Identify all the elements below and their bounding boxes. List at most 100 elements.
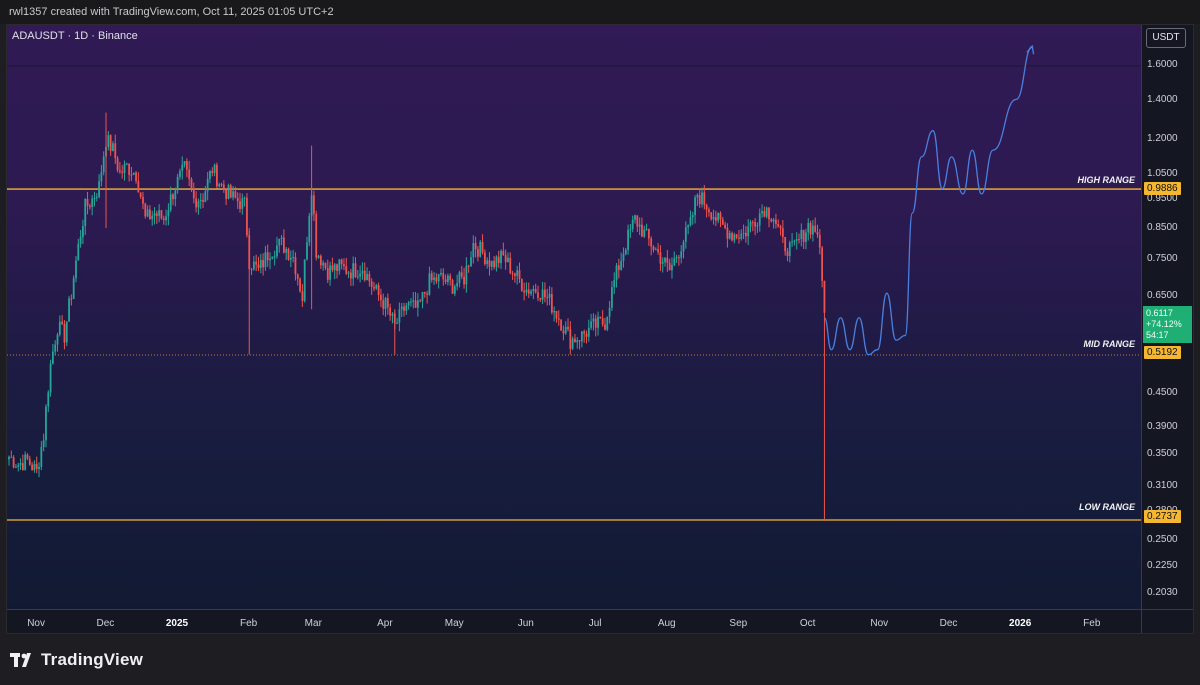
candle-body bbox=[61, 321, 64, 325]
symbol-interval: 1D bbox=[74, 30, 89, 42]
candle-body bbox=[292, 257, 295, 259]
time-tick-label: Mar bbox=[304, 618, 322, 629]
candle-body bbox=[442, 272, 445, 280]
candle-body bbox=[315, 213, 318, 258]
candle-body bbox=[793, 240, 796, 242]
candle-body bbox=[444, 279, 447, 282]
candle-body bbox=[278, 239, 281, 246]
candle-body bbox=[744, 232, 747, 237]
symbol-separator: · bbox=[91, 30, 95, 42]
candle-body bbox=[68, 298, 70, 322]
symbol-exchange: Binance bbox=[98, 30, 138, 42]
candle-body bbox=[650, 238, 653, 247]
candle-body bbox=[733, 234, 736, 241]
candle-body bbox=[213, 164, 216, 173]
candle-body bbox=[516, 270, 519, 276]
candle-body bbox=[416, 300, 419, 308]
bar-countdown: 54:17 bbox=[1146, 330, 1169, 340]
candle-body bbox=[749, 222, 752, 227]
candle-body bbox=[165, 216, 167, 221]
candle-body bbox=[668, 262, 671, 271]
price-chart[interactable] bbox=[7, 25, 1141, 609]
candle-body bbox=[814, 225, 817, 232]
candle-body bbox=[130, 174, 133, 176]
candle-body bbox=[287, 248, 290, 260]
candle-body bbox=[100, 172, 103, 182]
candle-body bbox=[137, 181, 140, 193]
candle-body bbox=[255, 261, 258, 265]
candle-body bbox=[181, 164, 184, 171]
price-tick-label: 0.2500 bbox=[1147, 534, 1178, 545]
candle-body bbox=[331, 265, 334, 271]
candle-body bbox=[428, 273, 431, 295]
candle-body bbox=[765, 207, 768, 217]
candle-body bbox=[761, 211, 763, 214]
candle-body bbox=[33, 463, 36, 470]
candle-body bbox=[93, 197, 96, 199]
candle-body bbox=[51, 351, 54, 364]
candle-body bbox=[811, 225, 814, 235]
candle-body bbox=[606, 316, 609, 330]
candle-body bbox=[717, 212, 720, 221]
candle-body bbox=[183, 161, 186, 165]
time-tick-label: 2026 bbox=[1009, 618, 1032, 629]
candle-body bbox=[742, 232, 745, 234]
candle-body bbox=[652, 246, 655, 250]
candle-body bbox=[54, 344, 57, 352]
time-axis[interactable]: Nov Dec 2025 Feb Mar Apr May Jun Jul Aug Sep Oct Nov… bbox=[7, 609, 1141, 633]
candle-body bbox=[40, 447, 43, 467]
candle-body bbox=[477, 249, 479, 257]
candle-body bbox=[728, 232, 731, 239]
candle-body bbox=[8, 456, 10, 460]
candle-body bbox=[805, 232, 807, 242]
candle-body bbox=[340, 259, 343, 265]
candle-body bbox=[624, 249, 627, 255]
candle-body bbox=[349, 272, 352, 279]
candle-body bbox=[391, 313, 394, 316]
symbol-pair: ADAUSDT bbox=[12, 30, 65, 42]
time-tick-label: Jun bbox=[517, 618, 534, 629]
candle-body bbox=[631, 219, 634, 229]
candle-body bbox=[636, 215, 639, 227]
candle-body bbox=[338, 259, 341, 271]
candle-body bbox=[139, 192, 142, 197]
high-range-label: HIGH RANGE bbox=[1077, 175, 1135, 185]
candle-body bbox=[768, 207, 770, 220]
candle-body bbox=[188, 169, 191, 180]
candle-body bbox=[657, 249, 660, 253]
tradingview-logo[interactable]: TradingView bbox=[10, 650, 143, 670]
price-tick-label: 0.3500 bbox=[1147, 448, 1178, 459]
time-tick-label: Dec bbox=[939, 618, 958, 629]
low-range-label: LOW RANGE bbox=[1079, 502, 1135, 512]
candle-body bbox=[587, 327, 590, 337]
candle-body bbox=[772, 219, 775, 222]
candle-body bbox=[758, 213, 761, 226]
candle-body bbox=[319, 255, 322, 266]
candle-body bbox=[453, 286, 456, 294]
candle-body bbox=[333, 264, 336, 271]
candle-body bbox=[345, 266, 348, 274]
chart-plot-area[interactable]: ADAUSDT · 1D · Binance HIGH RANGE MID RA… bbox=[7, 25, 1141, 609]
candle-body bbox=[770, 219, 773, 222]
candle-body bbox=[821, 247, 824, 281]
candle-body bbox=[123, 164, 126, 173]
candle-body bbox=[299, 278, 301, 292]
candle-body bbox=[220, 184, 223, 186]
price-tick-label: 0.9500 bbox=[1147, 193, 1178, 204]
price-axis[interactable]: USDT 1.6000 1.4000 1.2000 1.0500 0.9500 0.850… bbox=[1141, 25, 1193, 609]
tradingview-brand: TradingView bbox=[41, 650, 144, 669]
candle-body bbox=[352, 263, 355, 279]
candle-body bbox=[363, 270, 366, 281]
candle-body bbox=[128, 163, 131, 175]
candle-body bbox=[125, 163, 128, 165]
candle-body bbox=[659, 252, 662, 264]
time-tick-label: Aug bbox=[657, 618, 676, 629]
candle-body bbox=[142, 196, 144, 204]
candle-body bbox=[257, 264, 260, 268]
candle-body bbox=[377, 285, 380, 296]
price-tick-label: 0.7500 bbox=[1147, 253, 1178, 264]
candle-body bbox=[523, 290, 526, 293]
currency-button[interactable]: USDT bbox=[1146, 28, 1186, 48]
symbol-info[interactable]: ADAUSDT · 1D · Binance bbox=[12, 30, 138, 42]
candle-body bbox=[666, 257, 669, 263]
